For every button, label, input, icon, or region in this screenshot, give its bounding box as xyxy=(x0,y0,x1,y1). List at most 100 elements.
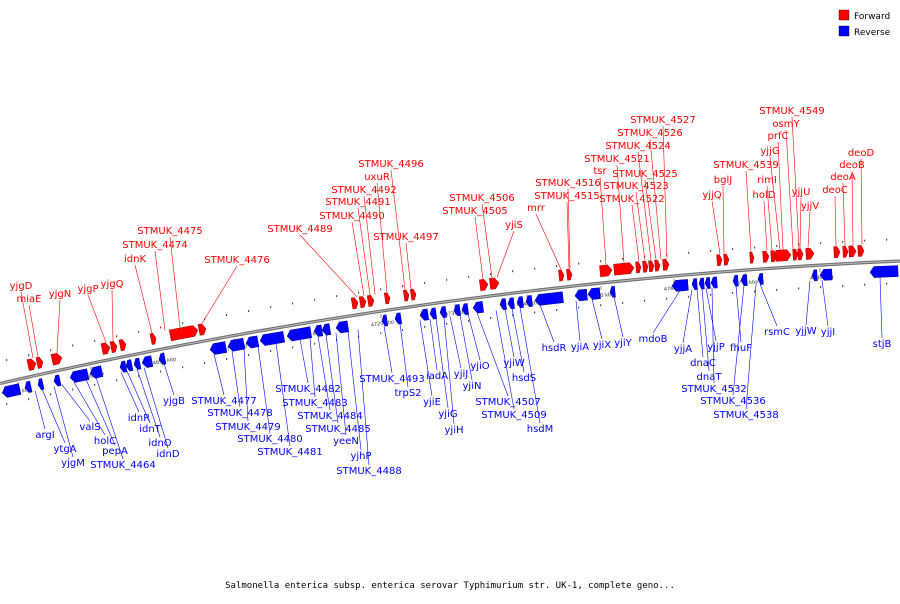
reverse-gene-arrow[interactable] xyxy=(321,323,332,336)
reverse-gene-arrow[interactable] xyxy=(507,297,515,310)
track-dot xyxy=(380,332,382,335)
forward-gene-arrow[interactable] xyxy=(358,296,367,309)
forward-gene-arrow[interactable] xyxy=(635,261,642,274)
track-dot xyxy=(292,346,294,349)
forward-gene-arrow[interactable] xyxy=(558,269,565,282)
reverse-gene-arrow[interactable] xyxy=(286,326,313,342)
reverse-gene-arrow[interactable] xyxy=(119,360,128,373)
reverse-gene-arrow[interactable] xyxy=(24,380,33,393)
reverse-gene-arrow[interactable] xyxy=(732,274,739,287)
forward-gene-arrow[interactable] xyxy=(642,260,649,273)
reverse-label-leader xyxy=(213,354,225,396)
reverse-gene-arrow[interactable] xyxy=(516,296,524,309)
forward-gene-arrow[interactable] xyxy=(489,277,500,290)
reverse-gene-arrow[interactable] xyxy=(453,304,461,317)
forward-gene-arrow[interactable] xyxy=(770,250,778,263)
reverse-gene-arrow[interactable] xyxy=(394,312,403,325)
track-dot xyxy=(248,354,250,356)
reverse-gene-arrow[interactable] xyxy=(691,278,698,290)
reverse-gene-arrow[interactable] xyxy=(757,273,764,285)
reverse-gene-arrow[interactable] xyxy=(429,307,438,320)
reverse-gene-arrow[interactable] xyxy=(335,320,350,334)
reverse-gene-arrow[interactable] xyxy=(209,341,228,356)
forward-gene-arrow[interactable] xyxy=(792,248,799,261)
reverse-gene-arrow[interactable] xyxy=(53,374,62,387)
track-dot xyxy=(512,270,514,273)
forward-gene-arrow[interactable] xyxy=(383,292,391,305)
forward-gene-arrow[interactable] xyxy=(566,268,573,281)
reverse-gene-arrow[interactable] xyxy=(710,276,718,289)
reverse-gene-arrow[interactable] xyxy=(609,285,616,298)
forward-gene-label: yjjQ xyxy=(702,190,721,201)
forward-gene-arrow[interactable] xyxy=(842,245,849,258)
forward-gene-arrow[interactable] xyxy=(168,325,199,342)
reverse-gene-arrow[interactable] xyxy=(587,287,601,300)
forward-gene-label: yjgQ xyxy=(101,279,124,290)
forward-gene-arrow[interactable] xyxy=(648,260,655,273)
forward-gene-arrow[interactable] xyxy=(797,248,804,261)
forward-gene-arrow[interactable] xyxy=(613,262,635,276)
reverse-gene-arrow[interactable] xyxy=(245,335,260,349)
forward-gene-arrow[interactable] xyxy=(35,356,44,369)
forward-gene-arrow[interactable] xyxy=(599,264,613,277)
forward-gene-arrow[interactable] xyxy=(762,250,770,263)
track-dot xyxy=(754,246,756,249)
forward-gene-arrow[interactable] xyxy=(149,332,157,345)
reverse-gene-arrow[interactable] xyxy=(704,277,711,289)
forward-gene-label: osmY xyxy=(772,119,800,130)
reverse-gene-arrow[interactable] xyxy=(499,298,507,311)
reverse-gene-arrow[interactable] xyxy=(698,277,705,290)
forward-gene-arrow[interactable] xyxy=(118,339,127,352)
reverse-gene-arrow[interactable] xyxy=(313,324,324,337)
forward-gene-arrow[interactable] xyxy=(654,259,661,272)
reverse-gene-arrow[interactable] xyxy=(381,314,389,327)
track-dot xyxy=(226,314,228,316)
reverse-gene-arrow[interactable] xyxy=(472,301,484,314)
forward-gene-arrow[interactable] xyxy=(716,254,723,267)
forward-gene-arrow[interactable] xyxy=(366,294,375,307)
track-dot xyxy=(270,306,272,309)
reverse-gene-arrow[interactable] xyxy=(227,337,246,352)
forward-gene-arrow[interactable] xyxy=(662,258,670,271)
forward-gene-arrow[interactable] xyxy=(402,289,410,302)
forward-gene-arrow[interactable] xyxy=(409,288,417,301)
reverse-gene-arrow[interactable] xyxy=(461,303,469,316)
reverse-gene-arrow[interactable] xyxy=(419,308,430,321)
forward-label-leader xyxy=(496,230,515,278)
reverse-gene-arrow[interactable] xyxy=(133,357,142,370)
reverse-gene-arrow[interactable] xyxy=(1,383,22,399)
track-dot xyxy=(424,325,426,328)
forward-gene-arrow[interactable] xyxy=(50,352,63,366)
reverse-gene-arrow[interactable] xyxy=(525,295,533,307)
forward-gene-arrow[interactable] xyxy=(479,279,489,292)
reverse-gene-arrow[interactable] xyxy=(89,365,104,379)
reverse-gene-arrow[interactable] xyxy=(819,268,833,281)
reverse-gene-arrow[interactable] xyxy=(439,306,448,318)
forward-gene-arrow[interactable] xyxy=(805,247,815,260)
forward-gene-arrow[interactable] xyxy=(848,245,857,258)
forward-gene-arrow[interactable] xyxy=(775,249,792,262)
forward-gene-arrow[interactable] xyxy=(833,246,841,259)
reverse-gene-arrow[interactable] xyxy=(811,269,818,282)
forward-gene-arrow[interactable] xyxy=(749,251,755,264)
forward-gene-arrow[interactable] xyxy=(100,342,111,355)
forward-gene-arrow[interactable] xyxy=(857,245,865,257)
forward-gene-arrow[interactable] xyxy=(197,323,207,336)
reverse-gene-arrow[interactable] xyxy=(671,279,689,292)
reverse-gene-arrow[interactable] xyxy=(141,355,154,369)
reverse-gene-arrow[interactable] xyxy=(869,265,899,278)
forward-gene-arrow[interactable] xyxy=(109,340,118,353)
reverse-gene-arrow[interactable] xyxy=(259,331,286,346)
reverse-gene-arrow[interactable] xyxy=(740,274,748,286)
forward-gene-arrow[interactable] xyxy=(26,358,37,371)
reverse-gene-arrow[interactable] xyxy=(534,291,564,306)
reverse-gene-arrow[interactable] xyxy=(158,352,167,365)
reverse-gene-arrow[interactable] xyxy=(574,288,588,302)
reverse-label-leader xyxy=(519,307,541,424)
reverse-gene-arrow[interactable] xyxy=(37,378,45,391)
forward-gene-arrow[interactable] xyxy=(723,253,730,266)
reverse-gene-arrow[interactable] xyxy=(125,359,134,372)
forward-gene-arrow[interactable] xyxy=(350,297,359,310)
reverse-gene-arrow[interactable] xyxy=(69,368,90,384)
